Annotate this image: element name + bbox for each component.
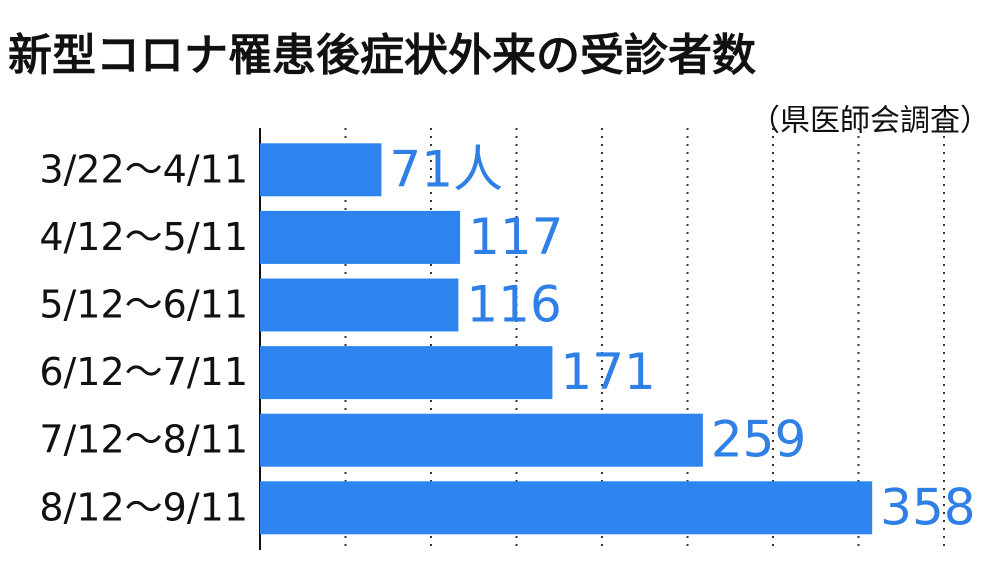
bar [260, 346, 553, 400]
bar [260, 143, 382, 197]
bar [260, 210, 461, 264]
chart-subtitle: （県医師会調査） [750, 104, 990, 139]
bar [260, 278, 459, 332]
y-tick-label: 6/12〜7/11 [39, 350, 248, 394]
bar [260, 481, 873, 535]
bar [260, 413, 703, 467]
value-label: 259 [711, 411, 806, 469]
value-label: 71人 [389, 140, 503, 198]
y-tick-label: 5/12〜6/11 [39, 283, 248, 327]
y-tick-label: 7/12〜8/11 [39, 418, 248, 462]
value-label: 171 [560, 343, 655, 401]
y-tick-label: 3/22〜4/11 [39, 147, 248, 191]
chart-title: 新型コロナ罹患後症状外来の受診者数 [8, 30, 756, 81]
value-label: 116 [466, 276, 561, 334]
y-tick-label: 8/12〜9/11 [39, 485, 248, 529]
value-label: 358 [880, 478, 975, 536]
y-tick-label: 4/12〜5/11 [39, 215, 248, 259]
value-label: 117 [468, 208, 563, 266]
